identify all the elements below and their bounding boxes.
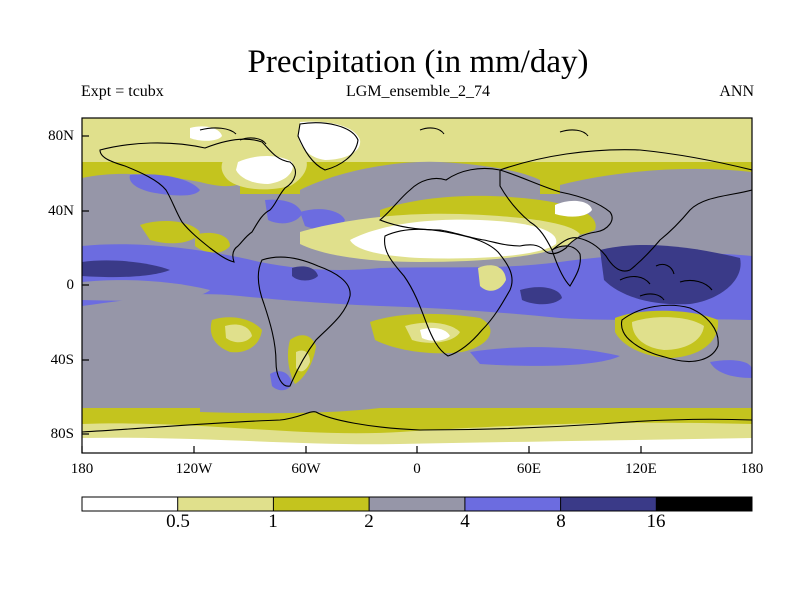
coast-greenland	[297, 122, 359, 171]
central-asia-dry	[555, 200, 592, 217]
lon-label-180w: 180	[70, 461, 94, 477]
colorbar-label-1: 1	[268, 511, 278, 532]
arctic-band-05-1	[82, 118, 752, 162]
n-atlantic-wet-blue	[265, 199, 302, 224]
colorbar-label-2: 2	[364, 511, 374, 532]
colorbar-label-16: 16	[646, 511, 666, 532]
colorbar-box-1-2	[273, 497, 370, 511]
nw-pacific-wet	[129, 174, 200, 196]
coast-australia	[620, 304, 719, 363]
australia-core	[632, 317, 704, 350]
colorbar-label-4: 4	[460, 511, 470, 532]
east-africa-dry	[478, 265, 506, 291]
colorbar-box-8-16	[560, 497, 657, 511]
colorbar-box-0.5-1	[177, 497, 274, 511]
chart-title: Precipitation (in mm/day)	[247, 44, 589, 80]
lat-label-0: 0	[66, 277, 75, 293]
colorbar-label-8: 8	[556, 511, 566, 532]
central-pacific-heavy	[82, 260, 170, 278]
experiment-label: Expt = tcubx	[81, 83, 164, 100]
coastlines	[82, 122, 752, 433]
greenland-dry	[298, 121, 361, 160]
colorbar-box-2-4	[369, 497, 465, 511]
lat-label-40n: 40N	[48, 203, 74, 219]
laurentide-core	[236, 156, 293, 184]
east-pacific-gap	[82, 280, 210, 301]
lat-label-80n: 80N	[48, 128, 74, 144]
period-label: ANN	[719, 83, 754, 100]
mexico-dry	[195, 232, 230, 253]
coast-africa	[383, 228, 513, 357]
lon-label-120e: 120E	[625, 461, 657, 477]
s-ocean-wet-1	[470, 347, 620, 366]
precipitation-field	[82, 118, 752, 453]
east-pacific-cold-tongue	[170, 298, 250, 313]
lat-label-40s: 40S	[50, 352, 74, 368]
s-ocean-wet-2	[710, 360, 752, 378]
se-pacific-core	[225, 324, 252, 343]
coast-arctic-islands	[199, 127, 589, 145]
coast-north-america	[99, 138, 296, 263]
north-pacific-wet	[560, 168, 752, 196]
arctic-dry-patch	[190, 126, 222, 141]
lon-label-120w: 120W	[175, 461, 213, 477]
lon-label-180e: 180	[740, 461, 764, 477]
north-atlantic-storm	[300, 161, 540, 200]
lon-label-0: 0	[413, 461, 421, 477]
colorbar-box-gt-16	[656, 497, 752, 511]
itcz-wet-4-8	[82, 244, 752, 320]
colorbar	[81, 496, 753, 512]
s-africa-core	[420, 328, 450, 341]
coast-antarctica	[82, 411, 752, 433]
lat-label-80s: 80S	[50, 426, 74, 442]
antarctic-core	[82, 437, 752, 453]
lon-label-60w: 60W	[291, 461, 321, 477]
colorbar-box-4-8	[464, 497, 561, 511]
map-frame	[81, 117, 753, 454]
sahara-core	[350, 219, 557, 259]
coast-asia	[499, 149, 752, 272]
coast-europe	[378, 167, 613, 255]
indian-ocean-heavy	[520, 287, 562, 305]
maritime-continent-heavy	[600, 244, 741, 305]
lon-label-60e: 60E	[516, 461, 542, 477]
coast-south-america	[257, 256, 351, 387]
coast-indian-subcontinent	[551, 245, 581, 287]
amazon-heavy	[292, 266, 318, 281]
colorbar-box-lt-0.5	[82, 497, 178, 511]
ensemble-label: LGM_ensemble_2_74	[346, 83, 490, 100]
coast-maritime-islands	[619, 263, 713, 301]
colorbar-border	[81, 496, 753, 512]
sw-usa-dry	[140, 220, 200, 244]
colorbar-label-0.5: 0.5	[166, 511, 190, 532]
s-pacific-grey-tongue	[200, 403, 380, 414]
